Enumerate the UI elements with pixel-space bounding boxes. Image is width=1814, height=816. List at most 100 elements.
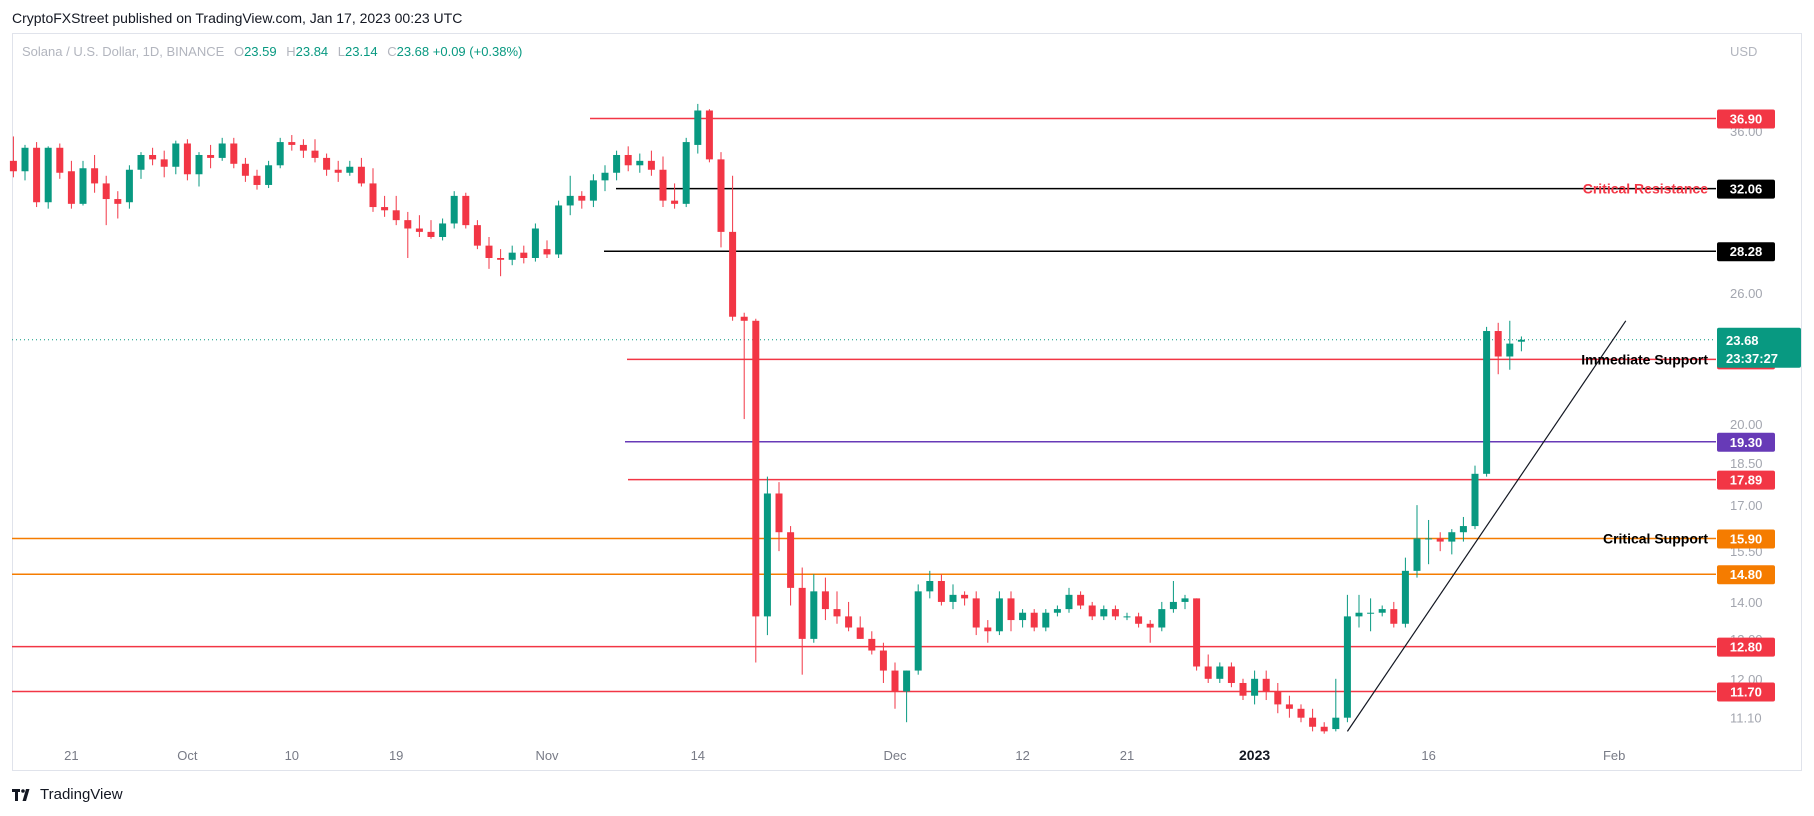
level-badge bbox=[1717, 179, 1775, 199]
candle-body bbox=[1285, 704, 1293, 709]
level-badge-label: 12.80 bbox=[1730, 640, 1763, 655]
candle-body bbox=[682, 142, 690, 204]
change-value: +0.09 (+0.38%) bbox=[432, 44, 523, 59]
level-badge bbox=[1717, 242, 1775, 262]
candle-body bbox=[462, 195, 470, 226]
candle-body bbox=[102, 183, 110, 200]
level-annotation: Immediate Support bbox=[1581, 351, 1708, 367]
trendline bbox=[1346, 320, 1627, 732]
chart-panel[interactable] bbox=[12, 33, 1802, 771]
candle-body bbox=[659, 169, 667, 201]
x-tick-label: 14 bbox=[691, 748, 705, 763]
candle-body bbox=[555, 205, 563, 255]
candle-body bbox=[125, 169, 133, 203]
level-annotation: Critical Support bbox=[1603, 530, 1708, 546]
candle-body bbox=[311, 150, 319, 158]
x-tick-label: 16 bbox=[1421, 748, 1435, 763]
x-tick-label: 10 bbox=[285, 748, 299, 763]
x-tick-label: 19 bbox=[389, 748, 403, 763]
candle-body bbox=[91, 168, 99, 184]
candle-body bbox=[253, 175, 261, 185]
tradingview-brand[interactable]: TradingView bbox=[12, 786, 123, 803]
candle-body bbox=[914, 591, 922, 671]
high-label: H bbox=[286, 44, 296, 59]
level-badge bbox=[1717, 529, 1775, 549]
candle-body bbox=[868, 638, 876, 651]
candle-body bbox=[1077, 594, 1085, 606]
candle-body bbox=[9, 160, 17, 172]
candle-body bbox=[1343, 616, 1351, 718]
candle-body bbox=[961, 594, 969, 599]
candle-body bbox=[856, 627, 864, 639]
candle-body bbox=[67, 171, 75, 204]
candle-body bbox=[903, 670, 911, 692]
candle-body bbox=[1297, 708, 1305, 718]
candle-body bbox=[137, 154, 145, 170]
candle-body bbox=[1146, 623, 1154, 628]
candle-body bbox=[1019, 612, 1027, 621]
candle-body bbox=[1088, 605, 1096, 617]
x-tick-label: 12 bbox=[1015, 748, 1029, 763]
candle-body bbox=[439, 223, 447, 237]
candle-body bbox=[1517, 339, 1525, 342]
candle-body bbox=[531, 228, 539, 258]
candle-body bbox=[589, 180, 597, 201]
candle-body bbox=[1169, 601, 1177, 610]
candle-body bbox=[230, 143, 238, 164]
candle-body bbox=[160, 159, 168, 167]
candle-body bbox=[833, 609, 841, 617]
candle-body bbox=[694, 110, 702, 145]
x-tick-label: 21 bbox=[64, 748, 78, 763]
candle-body bbox=[1158, 609, 1166, 628]
candle-body bbox=[1135, 616, 1143, 624]
candle-body bbox=[647, 160, 655, 170]
candle-body bbox=[357, 166, 365, 184]
candle-body bbox=[543, 249, 551, 255]
candle-body bbox=[845, 616, 853, 628]
x-tick-label: 2023 bbox=[1239, 747, 1270, 763]
published-by: CryptoFXStreet published on TradingView.… bbox=[12, 10, 463, 26]
candle-body bbox=[1378, 609, 1386, 613]
candle-body bbox=[636, 160, 644, 166]
last-price-badge bbox=[1717, 327, 1801, 368]
candle-body bbox=[1239, 682, 1247, 696]
candle-body bbox=[891, 670, 899, 692]
candle-body bbox=[1216, 666, 1224, 679]
candle-body bbox=[334, 169, 342, 173]
countdown-label: 23:37:27 bbox=[1726, 351, 1778, 366]
close-label: C bbox=[387, 44, 397, 59]
candle-body bbox=[775, 493, 783, 533]
candle-body bbox=[1100, 609, 1108, 617]
candle-body bbox=[79, 168, 87, 204]
symbol-title: Solana / U.S. Dollar, 1D, BINANCE bbox=[22, 44, 225, 59]
candle-body bbox=[1065, 594, 1073, 610]
low-value: 23.14 bbox=[345, 44, 378, 59]
candle-body bbox=[56, 147, 64, 173]
x-tick-label: Oct bbox=[177, 748, 198, 763]
candle-body bbox=[1483, 331, 1491, 474]
last-price-label: 23.68 bbox=[1726, 333, 1759, 348]
candle-body bbox=[207, 154, 215, 158]
candle-body bbox=[427, 231, 435, 237]
candlestick-chart[interactable]: 36.0026.0024.0020.0018.5017.0015.5014.00… bbox=[0, 0, 1814, 780]
candle-body bbox=[1251, 678, 1259, 696]
candle-body bbox=[937, 580, 945, 602]
x-tick-label: Nov bbox=[535, 748, 559, 763]
candle-body bbox=[1413, 538, 1421, 571]
level-badge-label: 15.90 bbox=[1730, 531, 1763, 546]
candle-body bbox=[1053, 609, 1061, 613]
candle-body bbox=[1459, 526, 1467, 533]
candle-body bbox=[601, 172, 609, 181]
open-label: O bbox=[233, 44, 245, 59]
y-tick-label: 17.00 bbox=[1730, 498, 1763, 513]
candle-body bbox=[1471, 473, 1479, 527]
candle-body bbox=[1262, 678, 1270, 692]
candle-body bbox=[241, 163, 249, 176]
candle-body bbox=[1227, 666, 1235, 683]
candle-body bbox=[926, 580, 934, 592]
candle-body bbox=[392, 210, 400, 221]
candle-body bbox=[995, 598, 1003, 632]
candle-body bbox=[763, 493, 771, 617]
candle-body bbox=[821, 591, 829, 610]
x-tick-label: 21 bbox=[1120, 748, 1134, 763]
